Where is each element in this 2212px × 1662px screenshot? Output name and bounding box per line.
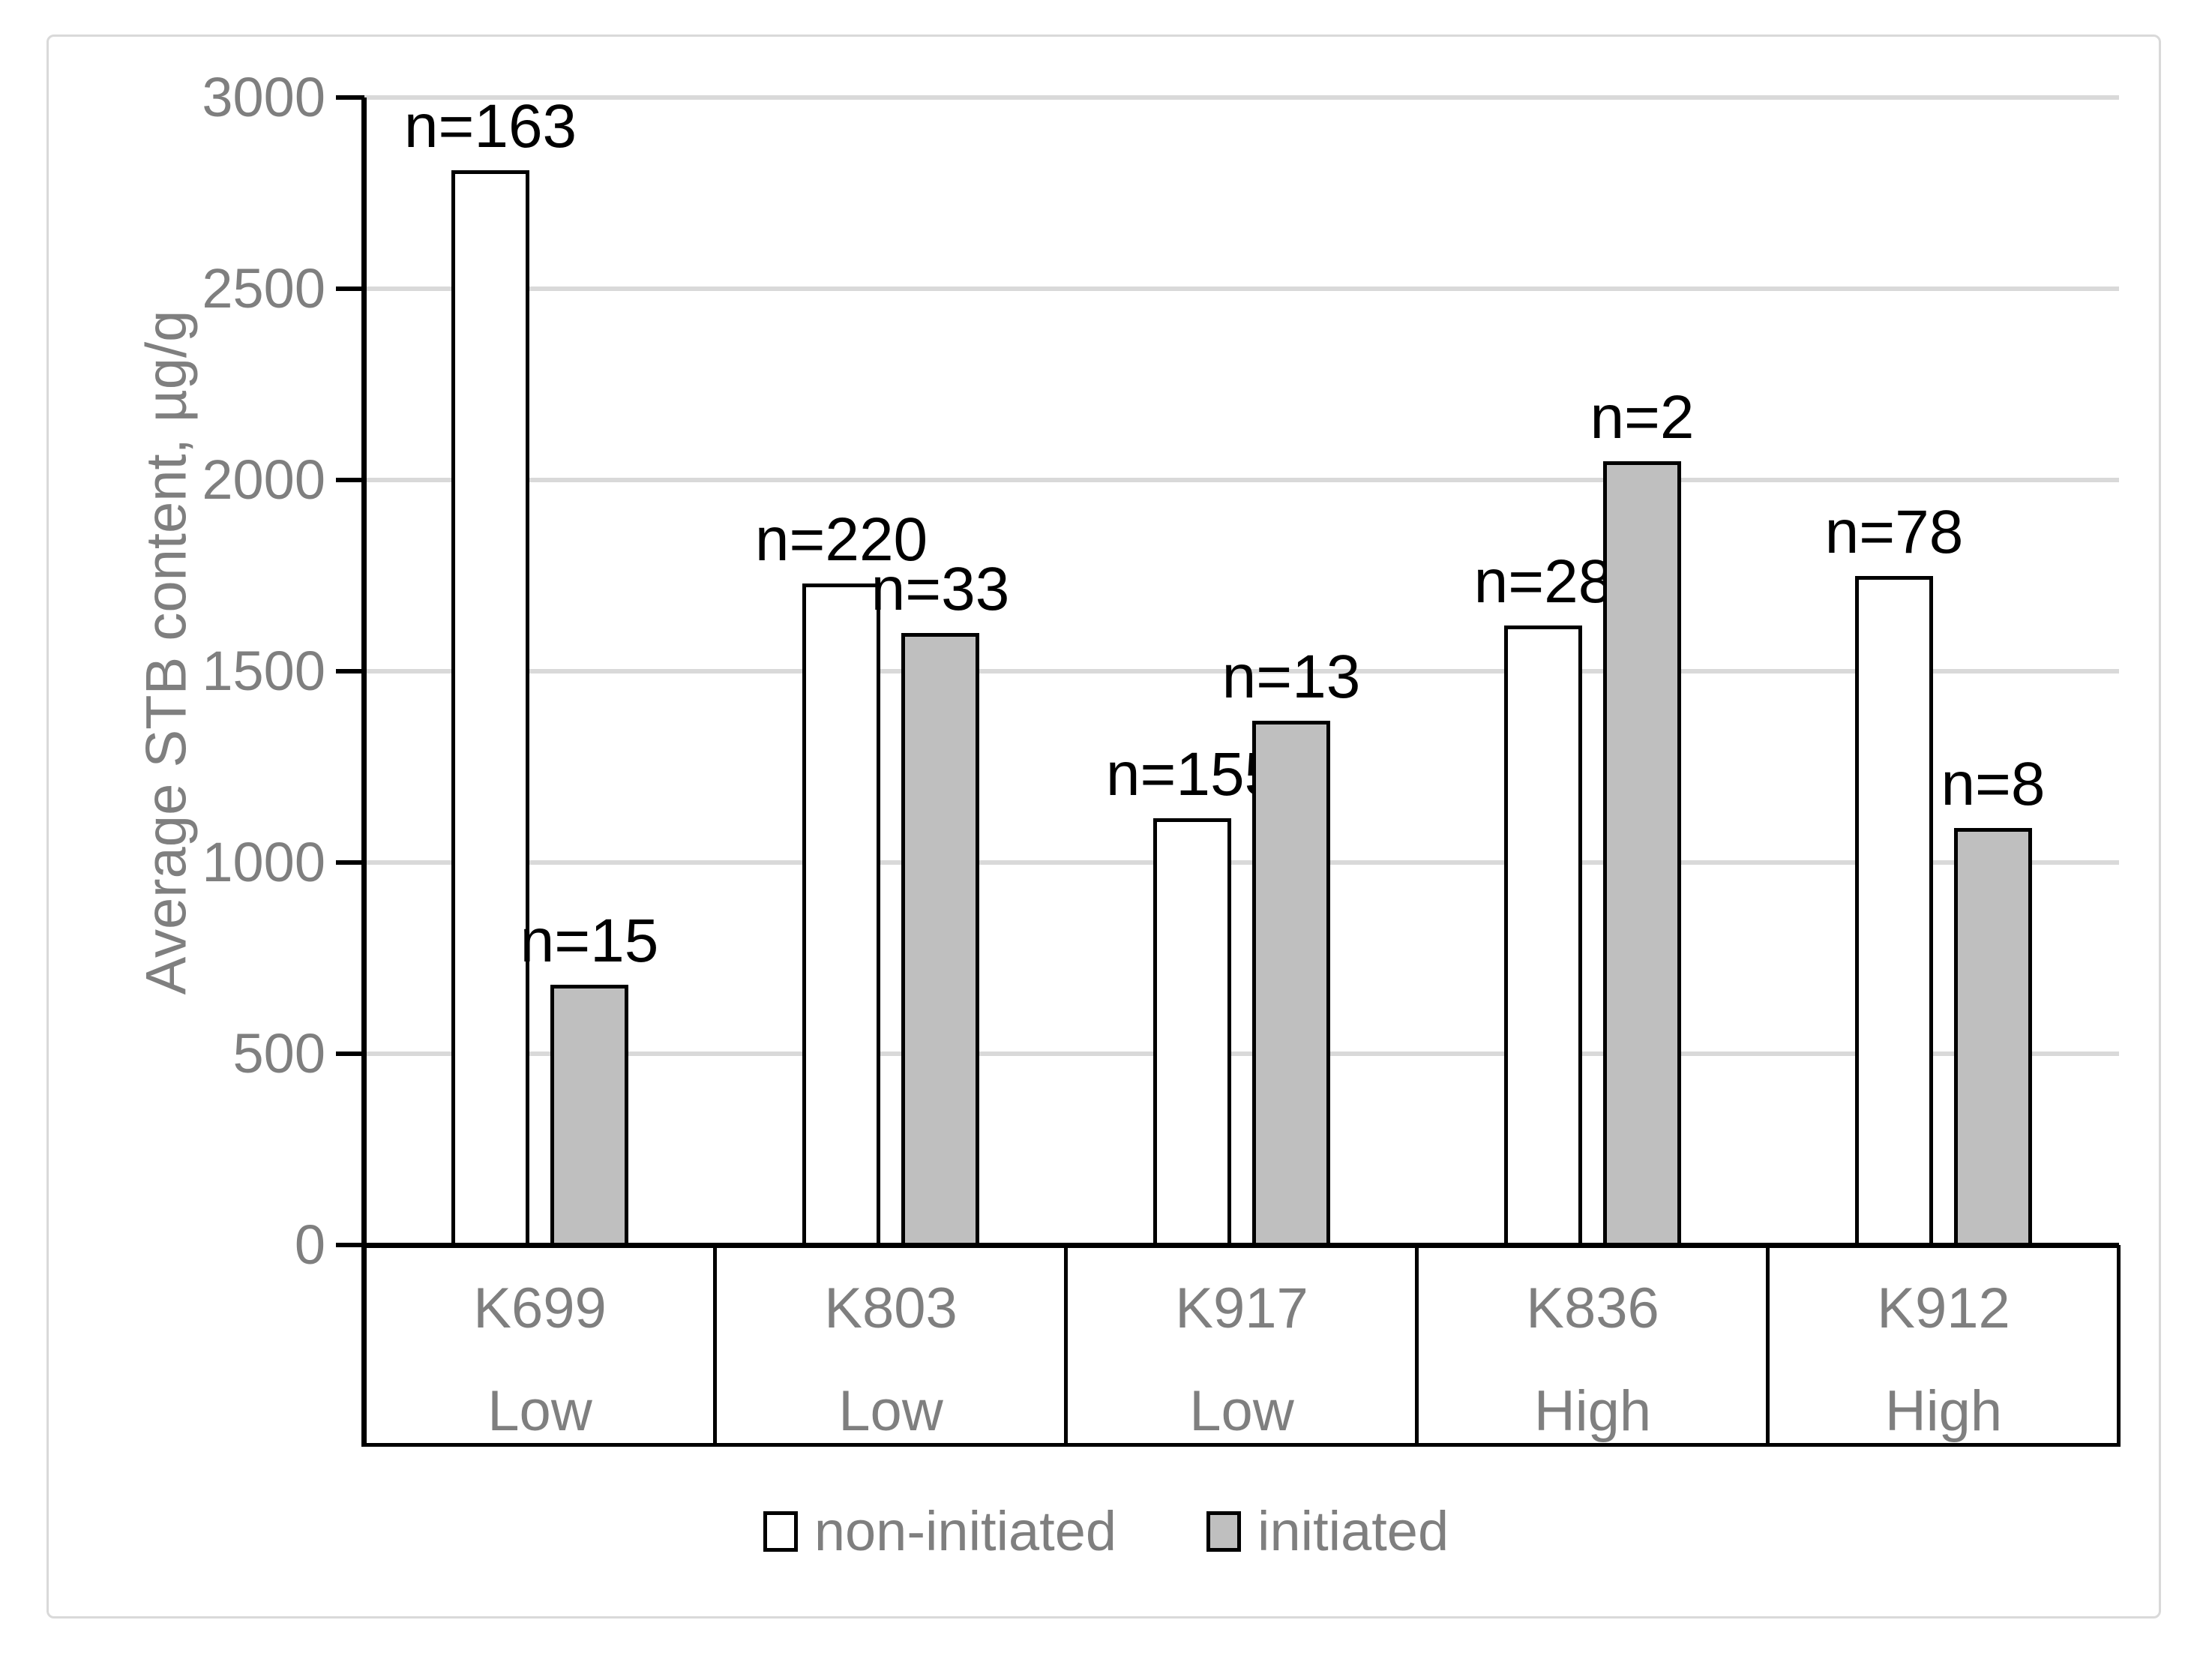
bar-non-initiated bbox=[451, 170, 529, 1246]
gridline bbox=[364, 95, 2119, 100]
legend-marker-initiated bbox=[1206, 1511, 1242, 1552]
bar-initiated bbox=[1954, 828, 2032, 1246]
y-tick-label: 500 bbox=[232, 1022, 325, 1084]
bar-non-initiated bbox=[802, 583, 880, 1246]
legend-label: initiated bbox=[1257, 1500, 1449, 1562]
y-tick-mark bbox=[336, 860, 364, 865]
category-separator bbox=[1064, 1245, 1068, 1447]
bar-non-initiated bbox=[1504, 625, 1582, 1246]
bar-initiated bbox=[550, 985, 628, 1246]
category-level-label: High bbox=[1884, 1379, 2003, 1443]
bar-count-label: n=220 bbox=[754, 505, 928, 574]
category-separator bbox=[2117, 1245, 2121, 1447]
y-tick-mark bbox=[336, 1052, 364, 1056]
gridline bbox=[364, 286, 2119, 291]
gridline bbox=[364, 860, 2119, 865]
category-code-label: K836 bbox=[1526, 1276, 1659, 1340]
x-axis-line bbox=[364, 1243, 2119, 1248]
y-tick-mark bbox=[336, 95, 364, 100]
category-level-label: Low bbox=[838, 1379, 943, 1443]
y-tick-mark bbox=[336, 286, 364, 291]
figure-border bbox=[46, 34, 2161, 1618]
legend-item-initiated: initiated bbox=[1206, 1497, 1449, 1566]
y-tick-mark bbox=[336, 478, 364, 482]
gridline bbox=[364, 669, 2119, 674]
y-tick-label: 3000 bbox=[202, 66, 325, 128]
y-axis-line bbox=[361, 98, 367, 1447]
axis-band-bottom-border bbox=[364, 1443, 2119, 1447]
bar-initiated bbox=[901, 633, 979, 1246]
y-tick-label: 0 bbox=[294, 1214, 325, 1276]
legend-label: non-initiated bbox=[814, 1500, 1117, 1562]
bar-count-label: n=155 bbox=[1105, 740, 1279, 809]
y-tick-mark bbox=[336, 669, 364, 674]
legend-marker-non-initiated bbox=[763, 1511, 798, 1552]
bar-count-label: n=8 bbox=[1941, 750, 2046, 819]
legend: non-initiated initiated bbox=[0, 1494, 2212, 1569]
bar-count-label: n=163 bbox=[403, 92, 577, 160]
y-tick-label: 1500 bbox=[202, 640, 325, 702]
bar-count-label: n=28 bbox=[1473, 547, 1613, 616]
category-separator bbox=[713, 1245, 717, 1447]
gridline bbox=[364, 1052, 2119, 1056]
category-level-label: Low bbox=[487, 1379, 592, 1443]
category-separator bbox=[1766, 1245, 1770, 1447]
category-code-label: K917 bbox=[1175, 1276, 1308, 1340]
y-tick-label: 2000 bbox=[202, 448, 325, 511]
bar-initiated bbox=[1603, 460, 1681, 1246]
bar-count-label: n=78 bbox=[1824, 497, 1964, 566]
category-level-label: Low bbox=[1189, 1379, 1294, 1443]
y-tick-label: 1000 bbox=[202, 831, 325, 893]
bar-count-label: n=13 bbox=[1221, 643, 1361, 712]
bar-non-initiated bbox=[1855, 575, 1933, 1246]
y-tick-mark bbox=[336, 1243, 364, 1247]
bar-count-label: n=33 bbox=[871, 555, 1010, 623]
bar-count-label: n=15 bbox=[520, 907, 659, 976]
category-code-label: K912 bbox=[1877, 1276, 2010, 1340]
bar-count-label: n=2 bbox=[1590, 382, 1695, 452]
category-code-label: K803 bbox=[824, 1276, 958, 1340]
category-level-label: High bbox=[1533, 1379, 1652, 1443]
bar-initiated bbox=[1252, 721, 1330, 1246]
bar-non-initiated bbox=[1153, 818, 1231, 1246]
legend-item-non-initiated: non-initiated bbox=[763, 1497, 1116, 1566]
category-code-label: K699 bbox=[473, 1276, 607, 1340]
y-tick-label: 2500 bbox=[202, 257, 325, 320]
category-separator bbox=[1415, 1245, 1419, 1447]
gridline bbox=[364, 478, 2119, 482]
